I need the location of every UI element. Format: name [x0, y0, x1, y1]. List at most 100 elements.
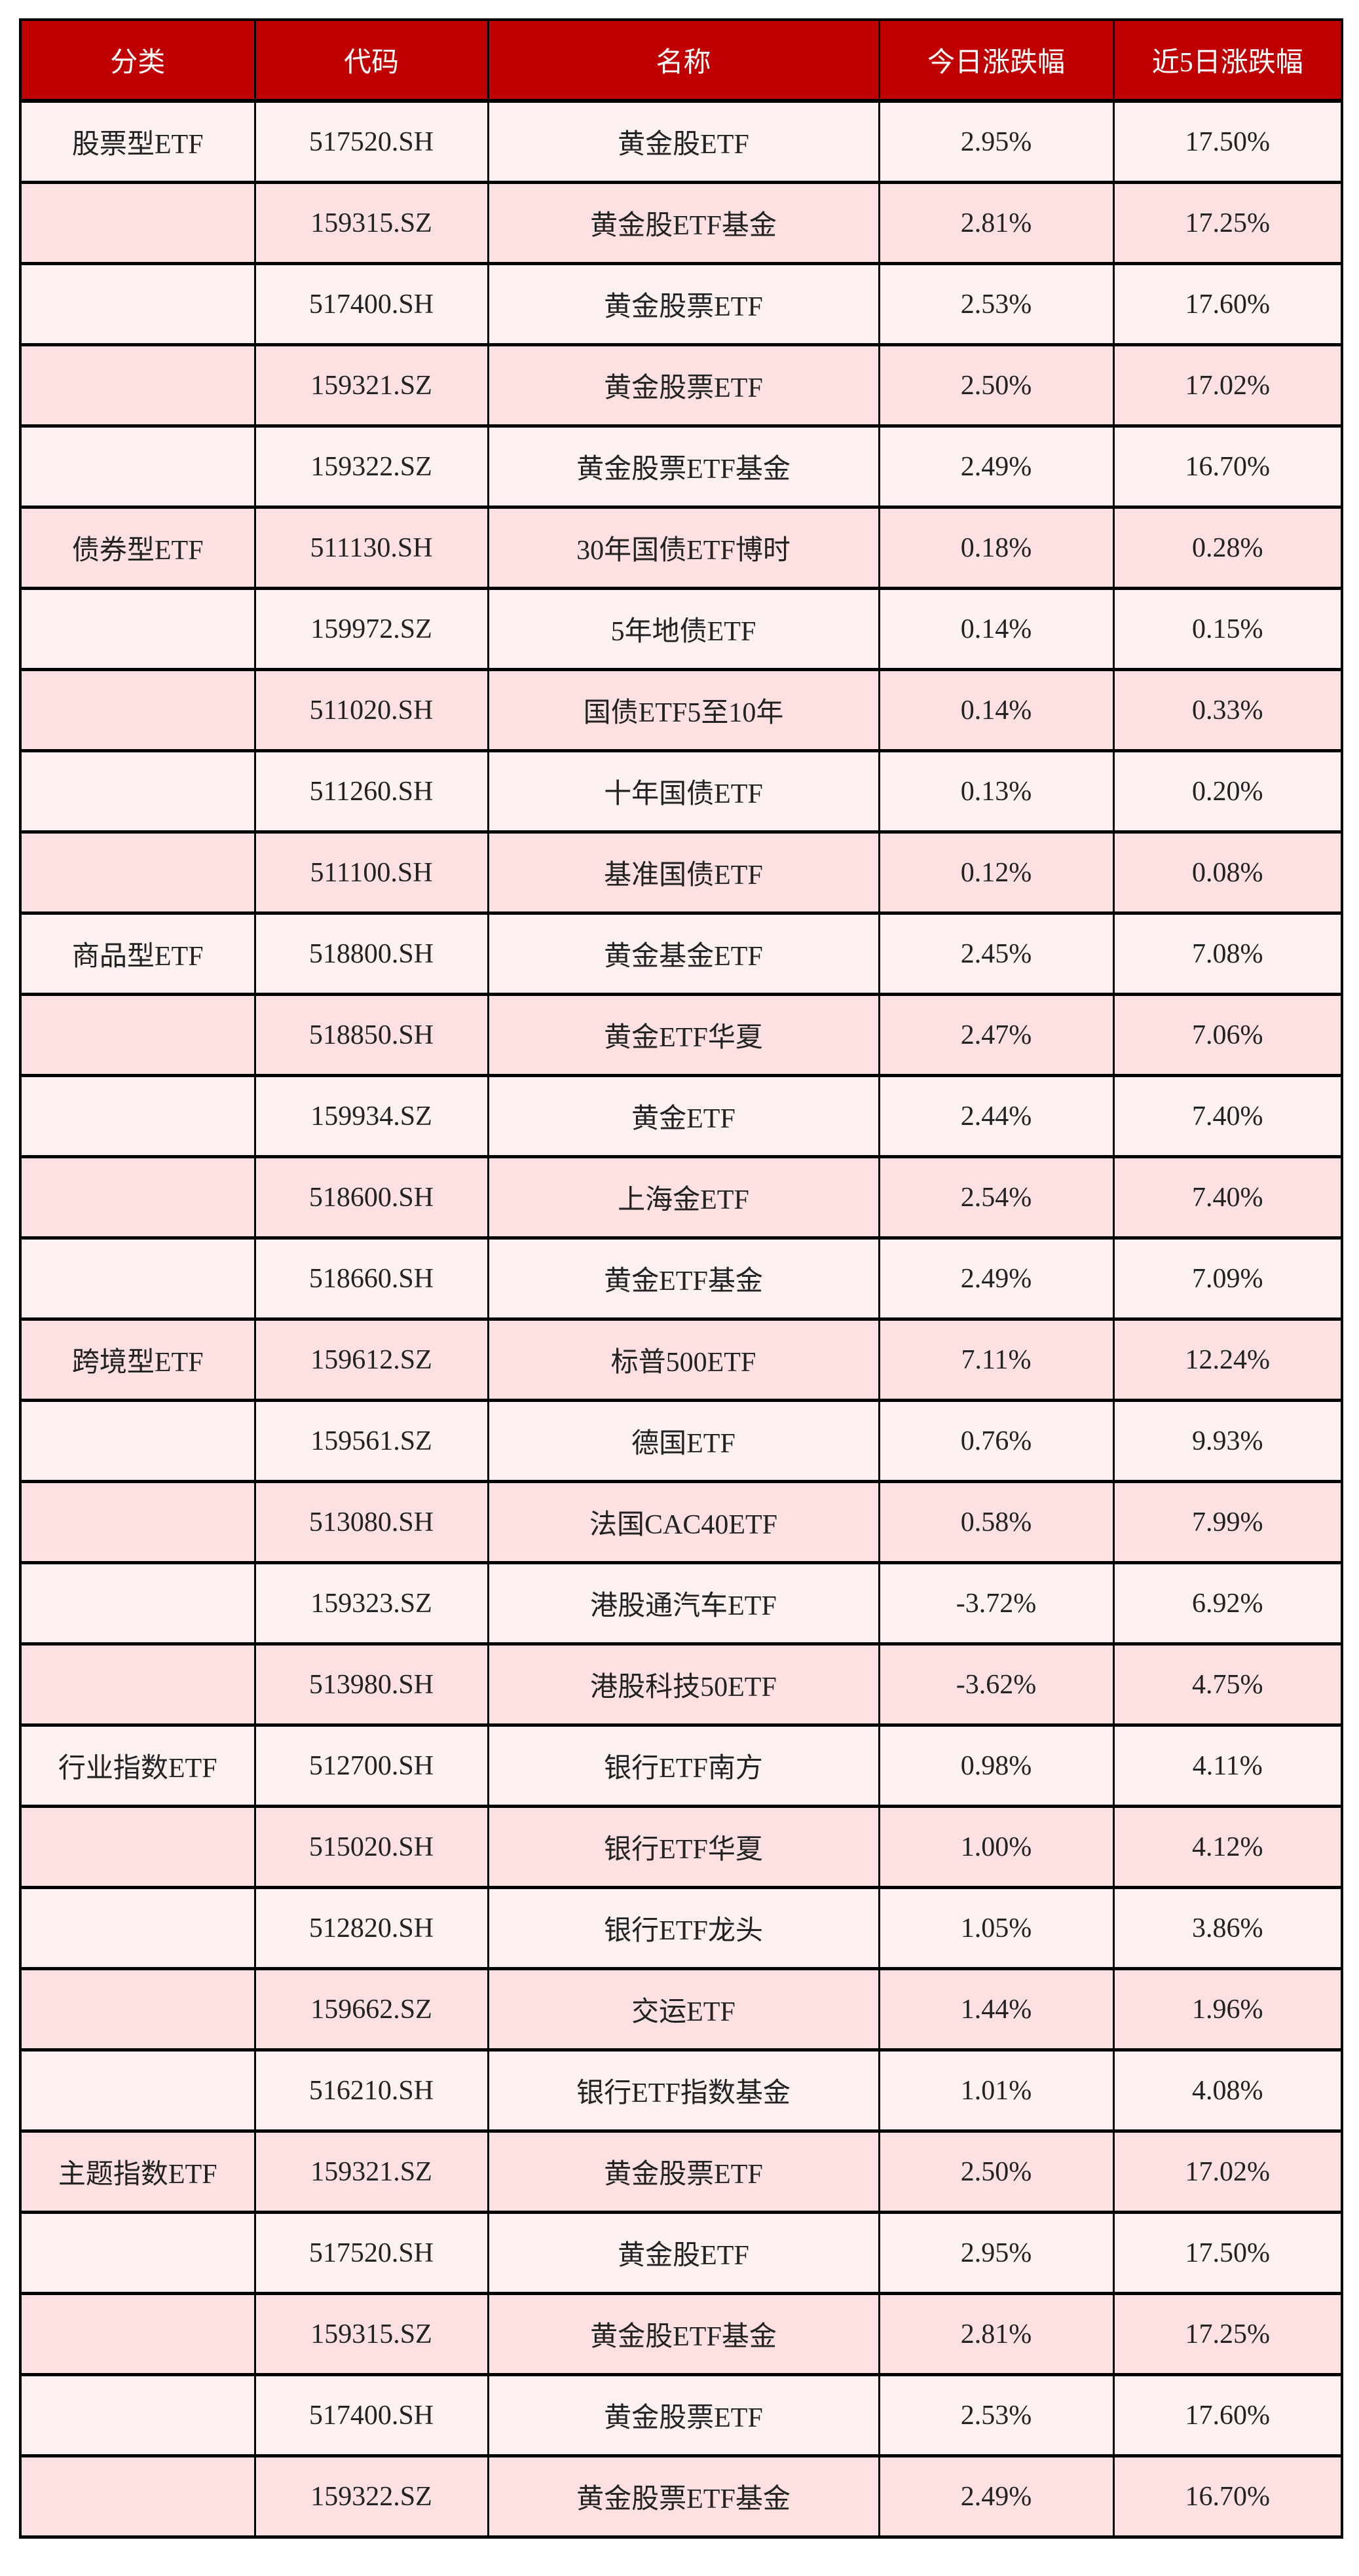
cell-today-change: 0.18%: [878, 506, 1115, 589]
cell-5day-change: 0.28%: [1112, 506, 1343, 589]
cell-category: [19, 669, 256, 752]
cell-5day-change: 0.33%: [1112, 669, 1343, 752]
cell-5day-change: 7.08%: [1112, 912, 1343, 995]
cell-category: [19, 344, 256, 427]
table-row: 518660.SH 黄金ETF基金 2.49% 7.09%: [19, 1237, 1343, 1320]
table-row: 517520.SH 黄金股ETF 2.95% 17.50%: [19, 2211, 1343, 2294]
table-row: 518850.SH 黄金ETF华夏 2.47% 7.06%: [19, 993, 1343, 1076]
header-code: 代码: [253, 18, 489, 102]
cell-code: 159315.SZ: [253, 181, 489, 265]
cell-name: 黄金ETF基金: [487, 1237, 880, 1320]
cell-code: 159321.SZ: [253, 2130, 489, 2213]
cell-name: 黄金股票ETF基金: [487, 425, 880, 508]
cell-5day-change: 16.70%: [1112, 425, 1343, 508]
cell-name: 5年地债ETF: [487, 587, 880, 671]
cell-today-change: 2.95%: [878, 100, 1115, 183]
cell-category: [19, 1968, 256, 2051]
cell-name: 交运ETF: [487, 1968, 880, 2051]
table-row: 517400.SH 黄金股票ETF 2.53% 17.60%: [19, 2374, 1343, 2457]
cell-code: 511130.SH: [253, 506, 489, 589]
cell-name: 黄金ETF: [487, 1075, 880, 1158]
cell-5day-change: 16.70%: [1112, 2455, 1343, 2538]
table-row: 159662.SZ 交运ETF 1.44% 1.96%: [19, 1968, 1343, 2051]
cell-code: 513080.SH: [253, 1481, 489, 1564]
cell-5day-change: 17.25%: [1112, 181, 1343, 265]
cell-today-change: 0.12%: [878, 831, 1115, 914]
table-row: 159323.SZ 港股通汽车ETF -3.72% 6.92%: [19, 1562, 1343, 1645]
cell-code: 159315.SZ: [253, 2292, 489, 2376]
cell-category: [19, 1237, 256, 1320]
cell-code: 159323.SZ: [253, 1562, 489, 1645]
cell-today-change: 2.54%: [878, 1156, 1115, 1239]
table-row: 跨境型ETF 159612.SZ 标普500ETF 7.11% 12.24%: [19, 1318, 1343, 1401]
cell-5day-change: 0.08%: [1112, 831, 1343, 914]
cell-name: 德国ETF: [487, 1399, 880, 1482]
cell-category: 股票型ETF: [19, 100, 256, 183]
cell-code: 518600.SH: [253, 1156, 489, 1239]
table-row: 159972.SZ 5年地债ETF 0.14% 0.15%: [19, 587, 1343, 671]
cell-5day-change: 0.20%: [1112, 750, 1343, 833]
table-row: 513080.SH 法国CAC40ETF 0.58% 7.99%: [19, 1481, 1343, 1564]
table-row: 159321.SZ 黄金股票ETF 2.50% 17.02%: [19, 344, 1343, 427]
cell-5day-change: 7.40%: [1112, 1075, 1343, 1158]
cell-code: 511020.SH: [253, 669, 489, 752]
cell-name: 黄金股票ETF: [487, 2374, 880, 2457]
cell-5day-change: 17.25%: [1112, 2292, 1343, 2376]
header-name: 名称: [487, 18, 880, 102]
cell-name: 标普500ETF: [487, 1318, 880, 1401]
cell-code: 511260.SH: [253, 750, 489, 833]
cell-code: 159322.SZ: [253, 425, 489, 508]
cell-category: [19, 831, 256, 914]
cell-today-change: 2.50%: [878, 344, 1115, 427]
table-row: 515020.SH 银行ETF华夏 1.00% 4.12%: [19, 1805, 1343, 1888]
table-row: 159315.SZ 黄金股ETF基金 2.81% 17.25%: [19, 181, 1343, 265]
cell-code: 517400.SH: [253, 263, 489, 346]
cell-code: 512700.SH: [253, 1724, 489, 1807]
cell-name: 黄金股票ETF: [487, 2130, 880, 2213]
table-row: 159322.SZ 黄金股票ETF基金 2.49% 16.70%: [19, 425, 1343, 508]
cell-category: [19, 587, 256, 671]
cell-5day-change: 6.92%: [1112, 1562, 1343, 1645]
cell-category: [19, 181, 256, 265]
cell-category: [19, 993, 256, 1076]
table-row: 债券型ETF 511130.SH 30年国债ETF博时 0.18% 0.28%: [19, 506, 1343, 589]
cell-today-change: 0.76%: [878, 1399, 1115, 1482]
cell-category: [19, 2455, 256, 2538]
cell-5day-change: 3.86%: [1112, 1886, 1343, 1970]
cell-category: [19, 1481, 256, 1564]
cell-5day-change: 4.08%: [1112, 2049, 1343, 2132]
table-row: 516210.SH 银行ETF指数基金 1.01% 4.08%: [19, 2049, 1343, 2132]
cell-category: [19, 1643, 256, 1726]
cell-code: 159321.SZ: [253, 344, 489, 427]
cell-today-change: 1.00%: [878, 1805, 1115, 1888]
cell-today-change: 2.53%: [878, 263, 1115, 346]
cell-name: 港股科技50ETF: [487, 1643, 880, 1726]
cell-category: [19, 2292, 256, 2376]
cell-name: 银行ETF指数基金: [487, 2049, 880, 2132]
cell-code: 159972.SZ: [253, 587, 489, 671]
cell-name: 黄金股ETF: [487, 2211, 880, 2294]
cell-name: 黄金股票ETF: [487, 344, 880, 427]
cell-code: 516210.SH: [253, 2049, 489, 2132]
cell-5day-change: 17.50%: [1112, 2211, 1343, 2294]
header-5day-change: 近5日涨跌幅: [1112, 18, 1343, 102]
cell-category: [19, 1805, 256, 1888]
cell-5day-change: 17.02%: [1112, 344, 1343, 427]
cell-category: 行业指数ETF: [19, 1724, 256, 1807]
cell-today-change: -3.72%: [878, 1562, 1115, 1645]
cell-today-change: 2.95%: [878, 2211, 1115, 2294]
cell-code: 518660.SH: [253, 1237, 489, 1320]
cell-name: 黄金基金ETF: [487, 912, 880, 995]
cell-category: [19, 2049, 256, 2132]
cell-5day-change: 4.11%: [1112, 1724, 1343, 1807]
table-row: 主题指数ETF 159321.SZ 黄金股票ETF 2.50% 17.02%: [19, 2130, 1343, 2213]
cell-today-change: 2.49%: [878, 2455, 1115, 2538]
cell-today-change: -3.62%: [878, 1643, 1115, 1726]
cell-today-change: 2.50%: [878, 2130, 1115, 2213]
table-row: 511020.SH 国债ETF5至10年 0.14% 0.33%: [19, 669, 1343, 752]
cell-today-change: 0.13%: [878, 750, 1115, 833]
cell-today-change: 7.11%: [878, 1318, 1115, 1401]
cell-5day-change: 17.60%: [1112, 263, 1343, 346]
table-row: 518600.SH 上海金ETF 2.54% 7.40%: [19, 1156, 1343, 1239]
cell-name: 法国CAC40ETF: [487, 1481, 880, 1564]
